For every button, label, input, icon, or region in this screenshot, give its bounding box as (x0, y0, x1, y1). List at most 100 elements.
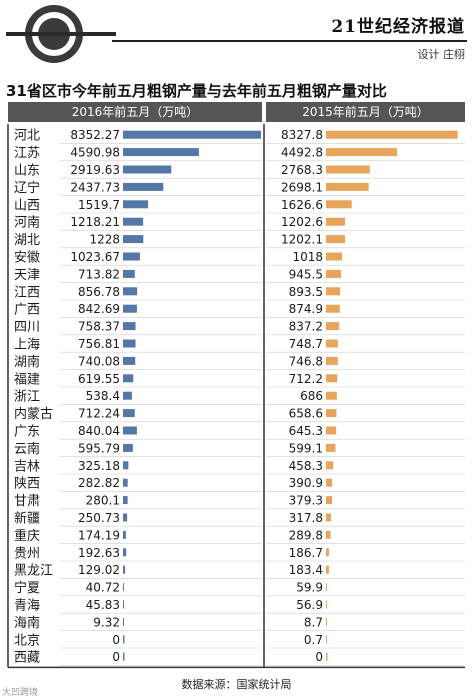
chart-title: 31省区市今年前五月粗钢产量与去年前五月粗钢产量对比 (6, 82, 387, 100)
bar-2015 (326, 652, 328, 661)
bar-2015 (326, 200, 352, 209)
value-label-2016: 8352.27 (70, 128, 120, 142)
bar-2015 (326, 530, 331, 539)
bar-2016 (123, 426, 137, 435)
category-label: 山东 (14, 164, 40, 179)
category-label: 广东 (14, 425, 40, 440)
category-label: 西藏 (14, 651, 40, 666)
bar-2016 (123, 165, 172, 174)
value-label-2015: 2768.3 (281, 163, 323, 177)
bar-2016 (123, 339, 136, 348)
bar-2015 (326, 513, 332, 522)
value-label-2016: 129.02 (78, 563, 120, 577)
value-label-2015: 893.5 (289, 285, 323, 299)
value-label-2015: 1018 (292, 250, 323, 264)
bar-2016 (123, 583, 124, 592)
bar-2016 (123, 252, 140, 261)
bar-2016 (123, 548, 127, 557)
data-source: 数据来源：国家统计局 (181, 678, 292, 691)
category-label: 山西 (14, 198, 40, 213)
value-label-2015: 874.9 (289, 302, 323, 316)
value-label-2015: 458.3 (289, 459, 323, 473)
bar-2016 (123, 496, 128, 505)
category-label: 河北 (14, 129, 40, 144)
category-label: 甘肃 (14, 494, 40, 509)
value-label-2016: 45.83 (86, 598, 120, 612)
value-label-2015: 8327.8 (281, 128, 323, 142)
bar-2015 (326, 130, 458, 139)
value-label-2016: 756.81 (78, 337, 120, 351)
value-label-2016: 840.04 (78, 424, 120, 438)
value-label-2015: 2698.1 (281, 180, 323, 194)
category-label: 安徽 (14, 251, 40, 266)
bar-2016 (123, 200, 149, 209)
category-label: 陕西 (14, 477, 40, 492)
bar-2016 (123, 652, 125, 661)
bar-2015 (326, 322, 340, 331)
bar-2016 (123, 478, 128, 487)
value-label-2016: 4590.98 (70, 146, 120, 160)
value-label-2015: 289.8 (289, 528, 323, 542)
bar-2015 (326, 269, 341, 278)
bar-2015 (326, 583, 327, 592)
value-label-2016: 9.32 (93, 615, 120, 629)
bar-2016 (123, 269, 135, 278)
bar-2016 (123, 409, 135, 418)
value-label-2016: 192.63 (78, 546, 120, 560)
bar-2016 (123, 217, 144, 226)
bar-2015 (326, 600, 327, 609)
design-credit: 设计 庄栩 (417, 48, 466, 61)
bar-2016 (123, 235, 144, 244)
value-label-2015: 837.2 (289, 320, 323, 334)
value-label-2015: 0 (315, 650, 323, 664)
bar-2015 (326, 565, 329, 574)
category-label: 辽宁 (14, 180, 40, 196)
bar-2015 (326, 217, 346, 226)
value-label-2016: 856.78 (78, 285, 120, 299)
value-label-2015: 945.5 (289, 267, 323, 281)
value-label-2016: 174.19 (78, 528, 120, 542)
bar-2015 (326, 478, 333, 487)
category-label: 内蒙古 (14, 406, 53, 422)
value-label-2016: 282.82 (78, 476, 120, 490)
bar-2015 (326, 182, 369, 191)
bar-2015 (326, 409, 337, 418)
bar-2015 (326, 374, 338, 383)
bar-2015 (326, 391, 337, 400)
value-label-2015: 1626.6 (281, 198, 323, 212)
value-label-2016: 325.18 (78, 459, 120, 473)
value-label-2015: 183.4 (289, 563, 323, 577)
value-label-2015: 186.7 (289, 546, 323, 560)
category-label: 上海 (14, 338, 40, 353)
bar-2016 (123, 530, 126, 539)
category-label: 重庆 (14, 528, 40, 544)
bar-2016 (123, 600, 124, 609)
bar-2015 (326, 461, 334, 470)
bar-2016 (123, 148, 199, 157)
bar-2016 (123, 130, 261, 139)
value-label-2015: 1202.1 (281, 233, 323, 247)
bar-2015 (326, 287, 341, 296)
bar-2015 (326, 304, 340, 313)
value-label-2016: 0 (112, 650, 120, 664)
category-label: 青海 (14, 599, 40, 614)
header-divider (112, 40, 467, 42)
value-label-2015: 8.7 (304, 615, 323, 629)
value-label-2015: 59.9 (296, 581, 323, 595)
category-label: 湖南 (14, 354, 40, 370)
value-label-2015: 599.1 (289, 441, 323, 455)
value-label-2016: 740.08 (78, 354, 120, 368)
bar-2016 (123, 374, 134, 383)
value-label-2015: 390.9 (289, 476, 323, 490)
value-label-2016: 538.4 (86, 389, 120, 403)
value-label-2015: 746.8 (289, 354, 323, 368)
category-label: 江苏 (14, 145, 40, 161)
category-label: 广西 (14, 303, 40, 318)
bar-2016 (123, 617, 124, 626)
value-label-2015: 686 (300, 389, 323, 403)
bar-2015 (326, 426, 337, 435)
series-2016-header: 2016年前五月（万吨） (8, 102, 262, 122)
value-label-2015: 645.3 (289, 424, 323, 438)
bar-2016 (123, 356, 136, 365)
